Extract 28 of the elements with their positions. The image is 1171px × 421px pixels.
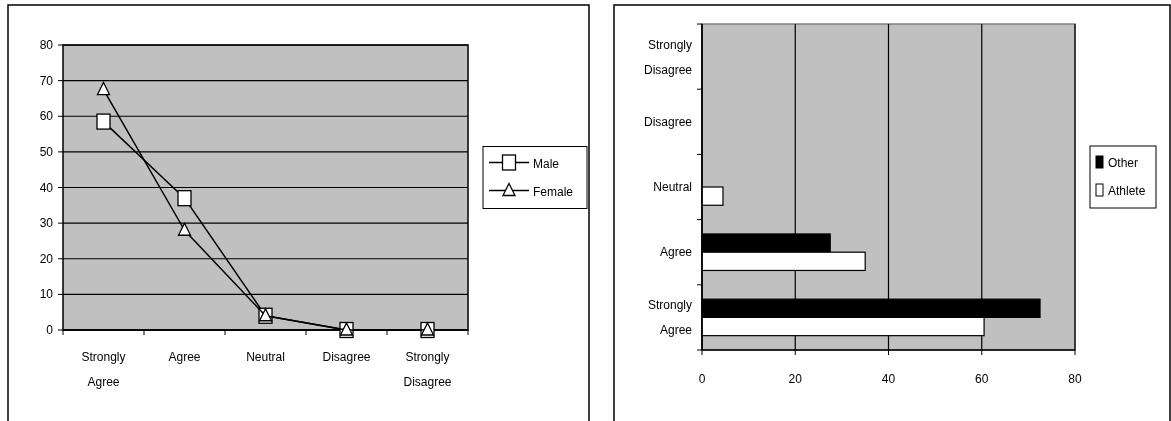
y-tick-label: 70 bbox=[39, 73, 54, 88]
x-tick-label: 80 bbox=[1068, 372, 1082, 386]
y-tick-label: 80 bbox=[39, 38, 54, 52]
y-tick-label: Strongly Disagree bbox=[643, 37, 693, 77]
x-tick-label: Disagree bbox=[322, 350, 371, 364]
x-tick-label: Neutral bbox=[246, 350, 285, 364]
legend-label: Athlete bbox=[1108, 184, 1146, 198]
y-tick-label: Disagree bbox=[643, 114, 693, 129]
x-tick-label: Strongly Disagree bbox=[403, 350, 452, 389]
legend-label: Male bbox=[533, 156, 560, 171]
x-tick-label: Agree bbox=[168, 350, 201, 364]
x-tick-label: Strongly Agree bbox=[81, 350, 126, 389]
legend-label: Other bbox=[1108, 156, 1139, 170]
y-tick-label: 50 bbox=[39, 144, 54, 159]
y-tick-label: Strongly Agree bbox=[647, 298, 693, 338]
y-tick-label: 30 bbox=[39, 216, 54, 231]
x-tick-label: 0 bbox=[698, 372, 706, 386]
y-tick-label: 40 bbox=[39, 180, 54, 195]
legend-label: Female bbox=[533, 184, 574, 199]
x-tick-label: 60 bbox=[975, 372, 989, 386]
y-tick-label: 0 bbox=[46, 323, 54, 337]
y-tick-label: 10 bbox=[39, 287, 54, 302]
y-tick-label: 60 bbox=[39, 109, 54, 124]
x-tick-label: 20 bbox=[788, 372, 803, 386]
x-tick-label: 40 bbox=[881, 372, 896, 386]
y-tick-label: 20 bbox=[39, 251, 54, 266]
y-tick-label: Neutral bbox=[653, 180, 692, 194]
y-tick-label: Agree bbox=[659, 245, 693, 260]
